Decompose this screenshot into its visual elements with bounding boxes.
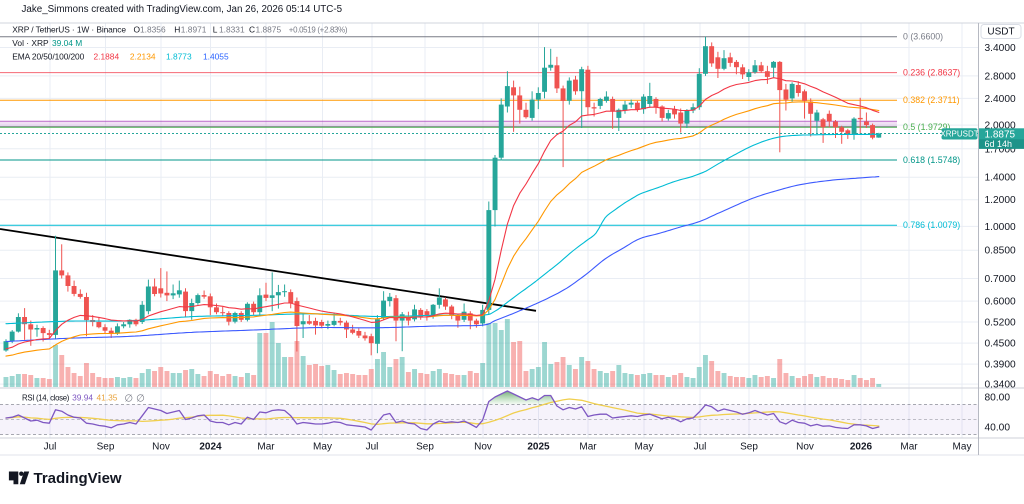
svg-text:L: L <box>213 25 218 35</box>
svg-text:0.5200: 0.5200 <box>985 318 1016 329</box>
svg-text:1.8971: 1.8971 <box>181 25 207 35</box>
svg-text:+0.0519 (+2.83%): +0.0519 (+2.83%) <box>289 26 348 35</box>
svg-text:1.8356: 1.8356 <box>140 25 166 35</box>
svg-text:Vol · XRP: Vol · XRP <box>12 38 49 48</box>
svg-text:0.5 (1.9729): 0.5 (1.9729) <box>903 122 951 132</box>
svg-text:Jake_Simmons created with Trad: Jake_Simmons created with TradingView.co… <box>22 4 343 15</box>
svg-text:1.8773: 1.8773 <box>166 52 192 62</box>
svg-text:XRP / TetherUS · 1W · Binance: XRP / TetherUS · 1W · Binance <box>12 25 126 35</box>
svg-text:Nov: Nov <box>474 442 492 453</box>
svg-text:39.04 M: 39.04 M <box>52 38 82 48</box>
svg-text:Sep: Sep <box>97 442 115 453</box>
svg-text:0.382 (2.3711): 0.382 (2.3711) <box>903 95 960 105</box>
svg-text:2025: 2025 <box>527 442 550 453</box>
svg-text:2024: 2024 <box>199 442 222 453</box>
svg-text:0 (3.6600): 0 (3.6600) <box>903 32 943 42</box>
svg-text:Jul: Jul <box>694 442 707 453</box>
svg-text:1.8331: 1.8331 <box>219 25 245 35</box>
svg-text:2.2134: 2.2134 <box>130 52 156 62</box>
svg-text:1.8875: 1.8875 <box>985 129 1016 140</box>
svg-text:2.1884: 2.1884 <box>94 52 120 62</box>
svg-text:1.8875: 1.8875 <box>256 25 282 35</box>
svg-text:Jul: Jul <box>44 442 57 453</box>
svg-text:6d 14h: 6d 14h <box>985 139 1013 149</box>
svg-text:3.4000: 3.4000 <box>985 43 1016 54</box>
svg-text:0.6000: 0.6000 <box>985 297 1016 308</box>
svg-text:Sep: Sep <box>416 442 434 453</box>
svg-text:39.94: 39.94 <box>72 393 93 403</box>
svg-text:2026: 2026 <box>850 442 873 453</box>
svg-text:Mar: Mar <box>900 442 918 453</box>
svg-text:May: May <box>635 442 654 453</box>
svg-text:C: C <box>249 25 255 35</box>
svg-text:41.35: 41.35 <box>97 393 118 403</box>
svg-text:USDT: USDT <box>987 27 1014 38</box>
svg-text:0.4500: 0.4500 <box>985 339 1016 350</box>
svg-text:1.0000: 1.0000 <box>985 222 1016 233</box>
svg-text:0.8500: 0.8500 <box>985 246 1016 257</box>
svg-text:TradingView: TradingView <box>34 470 122 487</box>
svg-text:May: May <box>313 442 332 453</box>
svg-text:Jul: Jul <box>366 442 379 453</box>
svg-text:1.4055: 1.4055 <box>203 52 229 62</box>
svg-text:∅: ∅ <box>136 394 145 405</box>
svg-text:0.236 (2.8637): 0.236 (2.8637) <box>903 68 960 78</box>
svg-text:0.3900: 0.3900 <box>985 360 1016 371</box>
svg-text:Nov: Nov <box>796 442 814 453</box>
svg-text:0.7000: 0.7000 <box>985 274 1016 285</box>
svg-text:40.00: 40.00 <box>985 423 1011 434</box>
svg-text:Sep: Sep <box>740 442 758 453</box>
svg-text:80.00: 80.00 <box>985 393 1011 404</box>
svg-text:May: May <box>953 442 972 453</box>
svg-text:RSI (14, close): RSI (14, close) <box>22 394 70 403</box>
svg-text:1.4000: 1.4000 <box>985 173 1016 184</box>
svg-text:2.4000: 2.4000 <box>985 94 1016 105</box>
svg-text:H: H <box>174 25 180 35</box>
svg-text:Mar: Mar <box>257 442 275 453</box>
svg-text:0.786 (1.0079): 0.786 (1.0079) <box>903 220 960 230</box>
svg-text:Mar: Mar <box>579 442 597 453</box>
svg-text:∅: ∅ <box>124 394 133 405</box>
svg-text:0.618 (1.5748): 0.618 (1.5748) <box>903 155 960 165</box>
svg-text:EMA 20/50/100/200: EMA 20/50/100/200 <box>12 52 84 62</box>
svg-text:0.3400: 0.3400 <box>985 380 1016 391</box>
svg-text:1.7000: 1.7000 <box>985 144 1016 155</box>
svg-text:2.8000: 2.8000 <box>985 71 1016 82</box>
svg-text:O: O <box>134 25 141 35</box>
svg-text:2.0000: 2.0000 <box>985 121 1016 132</box>
svg-text:1.2000: 1.2000 <box>985 195 1016 206</box>
svg-text:Nov: Nov <box>152 442 170 453</box>
svg-text:XRPUSDT: XRPUSDT <box>940 130 978 139</box>
